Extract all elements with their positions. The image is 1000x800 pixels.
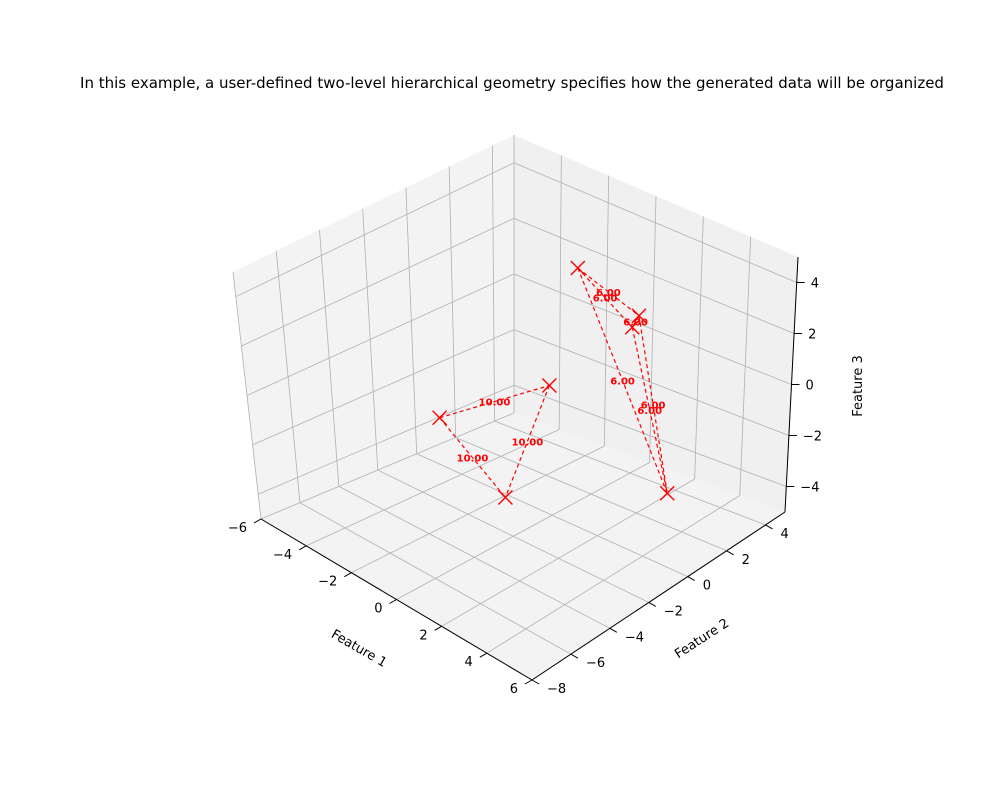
x-tick-label: 6 [510, 682, 518, 697]
z-tick-label: 2 [808, 328, 816, 343]
floor-grid-line [377, 469, 649, 603]
connection-segment [577, 267, 668, 494]
left-wall-grid-line [258, 384, 515, 495]
segment-distance-label: 6.00 [593, 294, 618, 305]
x-tick-mark [479, 652, 488, 658]
point-marker-stroke [541, 378, 557, 393]
data-point [659, 485, 675, 501]
z-tick-label: 4 [811, 277, 819, 292]
chart-title: In this example, a user-defined two-leve… [80, 74, 944, 92]
floor-grid-line [351, 445, 605, 574]
connection-segment [638, 315, 668, 494]
point-marker-stroke [624, 319, 640, 335]
left-wall-grid-line [246, 273, 515, 396]
y-tick-label: 2 [742, 553, 750, 568]
segment-distance-label: 6.00 [623, 317, 648, 328]
segment-distance-label: 6.00 [596, 288, 621, 299]
segment-distance-label: 10.00 [479, 398, 511, 409]
segment-distance-label: 6.00 [610, 377, 635, 388]
connection-segments [439, 267, 668, 498]
back-wall-grid-line [513, 218, 795, 334]
y-tick-label: 0 [703, 579, 711, 594]
connection-segment [577, 267, 640, 317]
data-points [432, 260, 675, 505]
data-point [541, 378, 557, 393]
x-tick-label: −2 [318, 575, 337, 590]
y-axis-label: Feature 2 [672, 616, 732, 662]
y-tick-mark [531, 679, 540, 685]
z-tick-label: −4 [800, 481, 819, 496]
data-point [624, 319, 640, 335]
back-wall-grid-line [513, 273, 792, 385]
data-point [570, 260, 586, 276]
left-pane [233, 135, 514, 519]
floor-grid-line [338, 486, 611, 629]
floor-grid-line [396, 462, 650, 600]
data-point [432, 410, 448, 426]
left-wall-grid-line [235, 162, 515, 298]
left-wall-grid-line [241, 218, 515, 347]
x-tick-mark [298, 545, 307, 551]
x-tick-label: 4 [465, 655, 473, 670]
floor-grid-line [494, 420, 766, 526]
y-tick-mark [570, 653, 579, 659]
y-tick-label: −4 [625, 630, 644, 645]
data-point [497, 489, 513, 505]
x-tick-label: −6 [228, 521, 247, 536]
x-tick-mark [389, 599, 397, 604]
left-wall-grid-line [252, 329, 515, 446]
y-tick-mark [687, 576, 695, 582]
y-tick-mark [765, 524, 773, 530]
x-axis-label: Feature 1 [328, 627, 389, 671]
y-tick-mark [726, 550, 734, 556]
right-pane [514, 135, 798, 512]
x-tick-mark [344, 572, 352, 578]
y-tick-mark [648, 602, 657, 607]
x-tick-mark [434, 625, 442, 631]
data-point [631, 308, 647, 324]
point-marker-stroke [631, 308, 647, 324]
floor-grid-line [260, 412, 515, 520]
y-tick-label: 4 [781, 527, 789, 542]
floor-grid-line [416, 453, 688, 577]
y-axis-line [531, 511, 786, 681]
x-tick-mark [524, 679, 533, 685]
segment-distance-label: 10.00 [457, 454, 489, 465]
connection-segment [439, 384, 550, 419]
axis-ticks: −6 −4 −2 0 2 4 6 −8 −6 −4 −2 0 2 4 −4 −2 0 2 4 [228, 277, 822, 698]
y-tick-label: −2 [664, 604, 683, 619]
point-marker-stroke [432, 410, 448, 426]
segment-distance-label: 6.00 [637, 406, 662, 417]
floor-grid-line [299, 502, 572, 655]
connection-segment [504, 385, 550, 498]
x-tick-mark [253, 518, 262, 524]
back-wall-grid-line [513, 384, 787, 487]
segment-distance-label: 10.00 [512, 437, 544, 448]
floor-pane [261, 413, 785, 680]
z-tick-label: 0 [806, 379, 814, 394]
floor-grid-line [486, 495, 741, 654]
floor-grid-line [441, 478, 695, 627]
y-tick-mark [609, 627, 618, 633]
back-wall-grid-line [513, 329, 790, 436]
point-marker-stroke [570, 260, 586, 276]
back-wall-grid-line [513, 162, 797, 283]
z-tick-label: −2 [803, 430, 822, 445]
x-tick-label: 2 [419, 628, 427, 643]
floor-grid-line [305, 429, 560, 547]
y-tick-label: −6 [586, 656, 605, 671]
segment-distance-label: 6.00 [641, 400, 666, 411]
y-tick-label: −8 [547, 682, 566, 697]
connection-segment [439, 417, 506, 498]
z-axis-label: Feature 3 [851, 355, 866, 417]
point-marker-stroke [497, 489, 513, 505]
x-tick-label: −4 [273, 548, 292, 563]
connection-segment [631, 327, 668, 494]
x-tick-label: 0 [374, 602, 382, 617]
point-marker-stroke [659, 485, 675, 501]
floor-grid-line [455, 437, 727, 552]
